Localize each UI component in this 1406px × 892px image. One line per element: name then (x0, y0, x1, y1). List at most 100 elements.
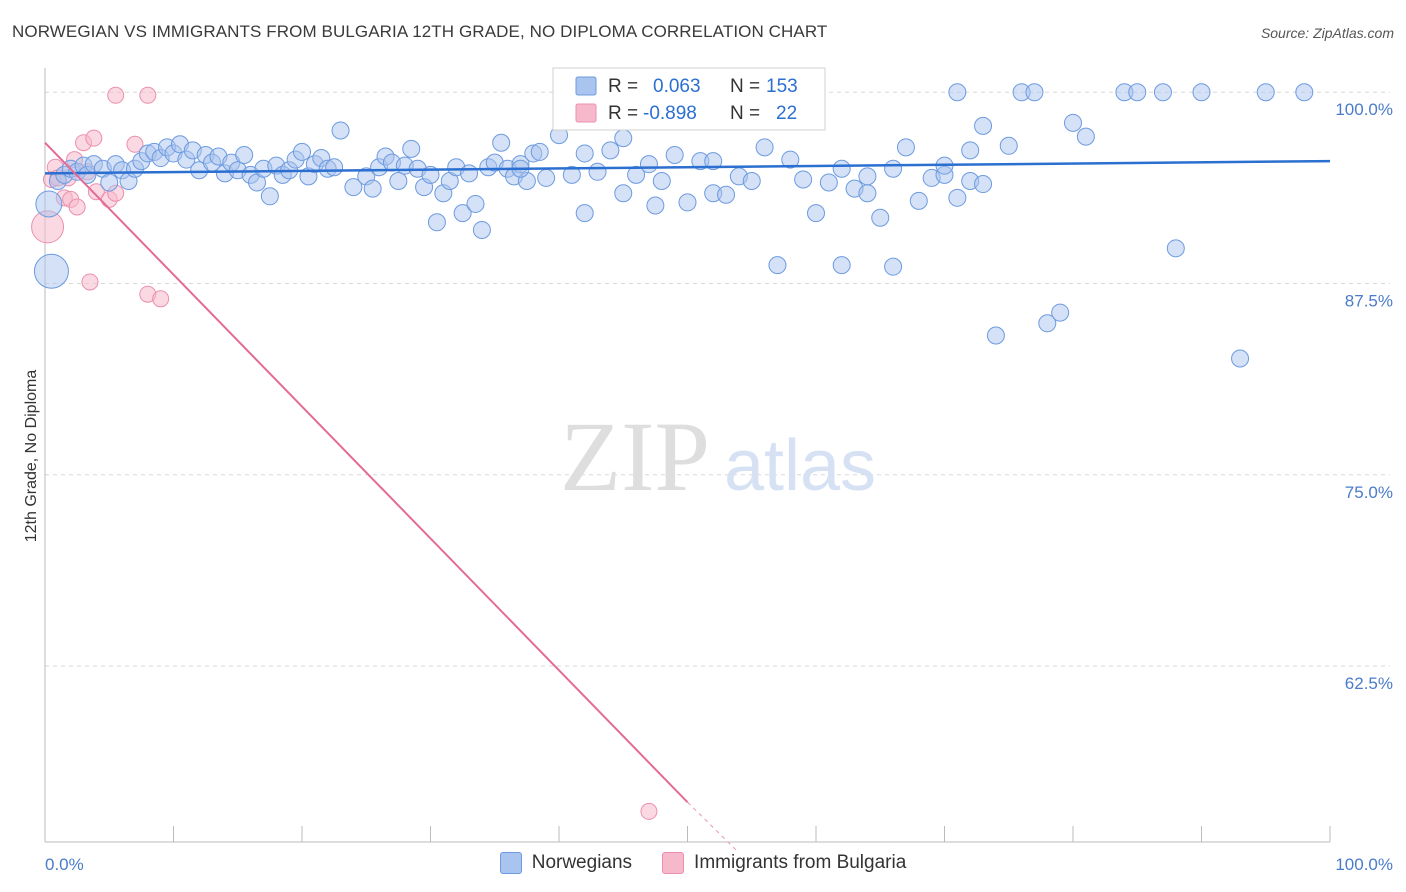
data-point-norwegian (363, 179, 382, 198)
y-axis-title: 12th Grade, No Diploma (23, 370, 40, 543)
data-point-norwegian (427, 213, 446, 232)
data-point-norwegian (768, 256, 787, 275)
y-tick-label: 75.0% (1345, 483, 1393, 502)
watermark-atlas: atlas (724, 426, 876, 506)
stats-legend: R = 0.063 N = 153 R = -0.898 N = 22 (552, 67, 826, 131)
data-point-norwegian (652, 171, 671, 190)
data-point-bulgaria (126, 135, 144, 153)
data-point-norwegian (1076, 127, 1095, 146)
data-point-norwegian (1064, 113, 1082, 132)
chart-title: NORWEGIAN VS IMMIGRANTS FROM BULGARIA 12… (12, 22, 828, 41)
y-tick-label: 62.5% (1345, 674, 1393, 693)
data-point-norwegian (665, 145, 684, 164)
data-point-norwegian (794, 170, 813, 189)
trend-line-norwegians (44, 159, 1331, 175)
watermark-zip: ZIP (560, 401, 710, 512)
legend-swatch-blue (575, 76, 597, 96)
trend-line-bulgaria-extension (687, 801, 740, 854)
data-point-norwegian (639, 155, 658, 174)
data-point-norwegian (678, 193, 697, 212)
data-point-norwegian (871, 208, 890, 227)
legend-n-value-1: 22 (776, 103, 797, 124)
data-point-norwegian (601, 141, 620, 160)
data-point-norwegian (832, 256, 851, 275)
data-point-norwegian (1166, 239, 1185, 258)
data-point-norwegian (1295, 83, 1314, 102)
legend-label-bulgaria: Immigrants from Bulgaria (694, 852, 907, 873)
data-point-norwegian (562, 165, 581, 184)
legend-r-value-0: 0.063 (653, 76, 701, 97)
data-point-norwegian (1038, 314, 1057, 333)
y-tick-label: 100.0% (1335, 100, 1393, 119)
data-point-bulgaria (85, 129, 103, 147)
data-point-norwegian (884, 257, 903, 276)
data-point-norwegian (986, 326, 1005, 345)
data-point-norwegian (472, 220, 491, 239)
axes: 100.0% 87.5% 75.0% 62.5% 0.0% 100.0% (44, 68, 1393, 874)
legend-n-label-1: N = (730, 103, 760, 124)
x-tick-label: 0.0% (45, 855, 84, 874)
data-point-norwegian (832, 159, 851, 178)
data-point-norwegian (575, 204, 594, 223)
data-point-bulgaria (81, 273, 99, 291)
data-point-bulgaria (139, 86, 157, 104)
data-point-norwegian (909, 191, 928, 210)
data-point-norwegian (325, 158, 344, 177)
trend-lines (44, 142, 1331, 854)
data-point-bulgaria (87, 183, 105, 201)
legend-n-label-0: N = (730, 76, 760, 97)
data-point-norwegian (961, 141, 980, 160)
data-point-norwegian (948, 188, 967, 207)
data-point-norwegian (331, 121, 350, 140)
data-point-norwegian (717, 185, 736, 204)
data-point-norwegian (755, 138, 774, 157)
data-point-norwegian (614, 184, 633, 203)
data-point-norwegian (858, 184, 877, 203)
data-point-norwegian (402, 139, 421, 158)
data-point-norwegian (742, 171, 761, 190)
legend-item-norwegians: Norwegians (499, 852, 632, 874)
source-label: Source: ZipAtlas.com (1260, 25, 1394, 41)
bottom-legend: Norwegians Immigrants from Bulgaria (0, 852, 1406, 874)
data-point-norwegian (33, 253, 69, 289)
data-point-norwegian (646, 196, 665, 215)
data-point-norwegian (1192, 83, 1211, 102)
data-point-norwegian (1128, 83, 1147, 102)
data-point-norwegian (974, 175, 993, 194)
data-point-bulgaria (152, 290, 170, 308)
data-point-norwegian (819, 173, 838, 192)
data-point-norwegian (537, 168, 556, 187)
data-point-norwegian (807, 204, 825, 223)
data-point-norwegian (884, 159, 903, 178)
data-point-norwegian (704, 152, 723, 171)
data-point-norwegian (575, 144, 594, 163)
data-point-norwegian (100, 173, 119, 192)
legend-r-value-1: -0.898 (643, 103, 697, 124)
data-point-norwegian (389, 171, 408, 190)
data-point-norwegian (1231, 349, 1250, 368)
legend-r-label-0: R = (608, 76, 638, 97)
legend-swatch-bulgaria (662, 852, 685, 874)
legend-n-value-0: 153 (766, 76, 798, 97)
x-tick-label: 100.0% (1335, 855, 1393, 874)
data-point-norwegian (530, 142, 549, 161)
data-point-norwegian (627, 165, 646, 184)
data-point-norwegian (344, 178, 363, 197)
data-point-norwegian (35, 190, 63, 218)
data-point-norwegian (235, 145, 254, 164)
data-point-norwegian (896, 138, 915, 157)
legend-swatch-norwegians (499, 852, 522, 874)
data-point-norwegian (614, 129, 633, 148)
data-point-norwegian (1025, 83, 1044, 102)
data-point-norwegian (999, 136, 1018, 155)
y-tick-label: 87.5% (1345, 292, 1393, 311)
data-point-norwegian (460, 164, 479, 183)
legend-r-label-1: R = (608, 103, 638, 124)
data-point-norwegian (588, 162, 607, 181)
watermark: ZIP atlas (560, 401, 876, 512)
data-point-norwegian (1051, 303, 1070, 322)
data-point-bulgaria (68, 198, 86, 216)
data-point-norwegian (858, 167, 877, 186)
data-point-norwegian (453, 204, 472, 223)
data-point-norwegian (466, 194, 485, 213)
